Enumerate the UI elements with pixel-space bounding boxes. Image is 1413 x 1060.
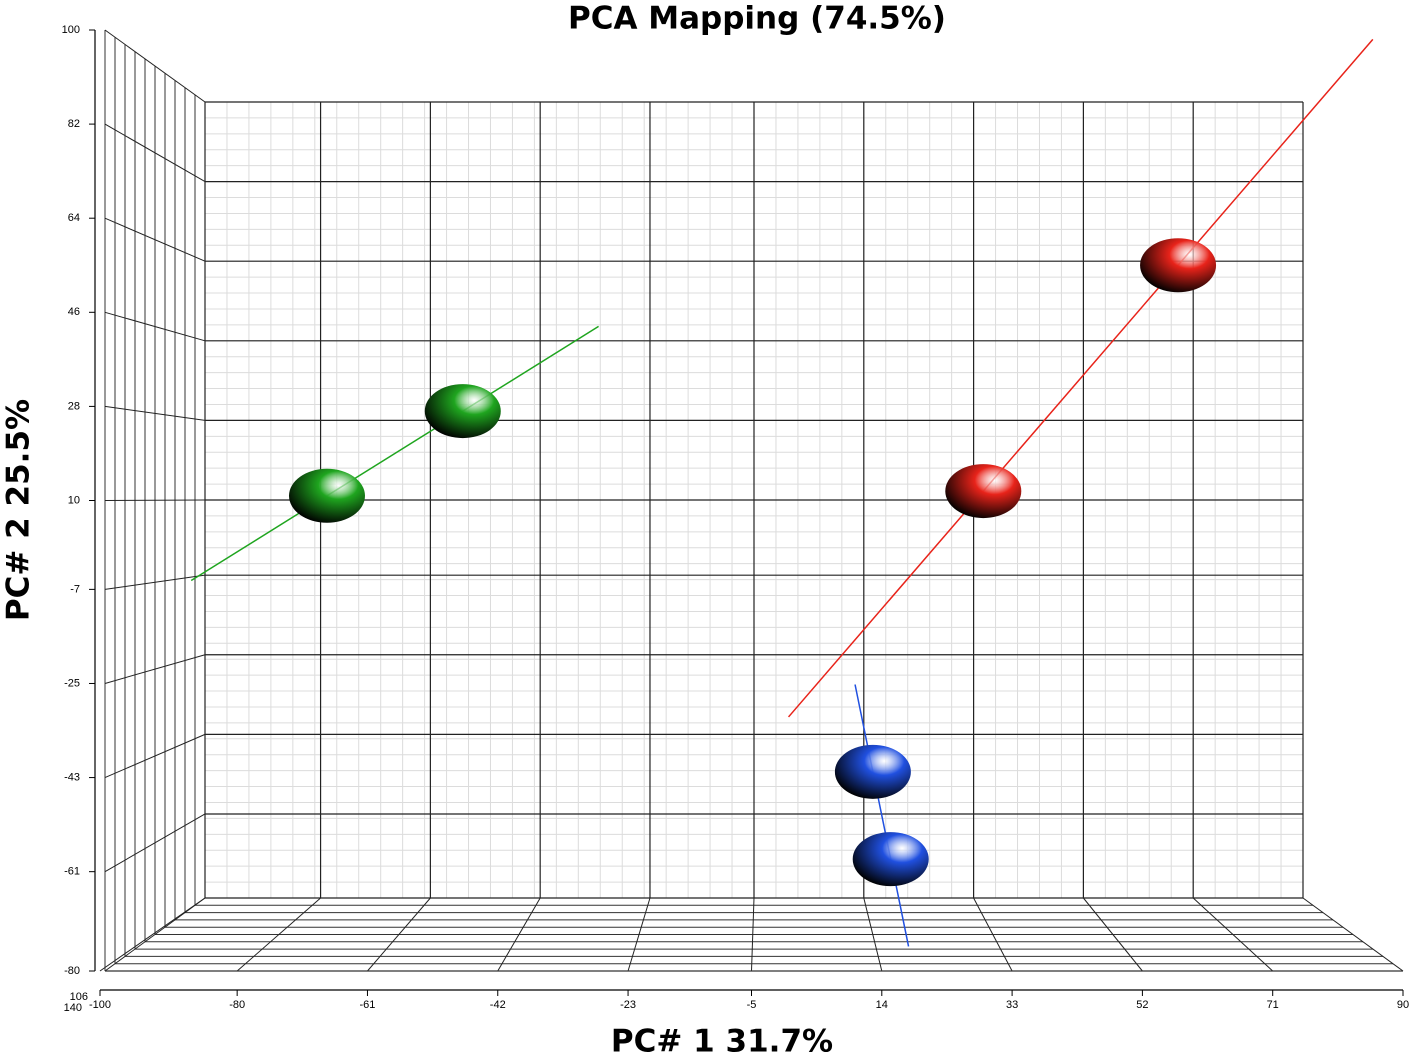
floor-grid-line bbox=[367, 897, 431, 972]
x-tick-label: 71 bbox=[1267, 999, 1279, 1011]
floor-grid-line bbox=[863, 897, 883, 972]
y-tick-label: 10 bbox=[68, 494, 80, 506]
point bbox=[424, 384, 501, 439]
x-tick-label: -100 bbox=[89, 999, 111, 1011]
chart-title: PCA Mapping (74.5%) bbox=[568, 1, 946, 37]
y-tick-label: -43 bbox=[64, 771, 80, 783]
y-tick-label: -61 bbox=[64, 866, 80, 878]
x-tick-label: -5 bbox=[747, 999, 757, 1011]
wall-grid-line bbox=[104, 654, 206, 684]
point bbox=[945, 464, 1022, 519]
y-tick-label: -25 bbox=[64, 677, 80, 689]
point bbox=[288, 468, 365, 523]
y-tick-label: 28 bbox=[68, 400, 80, 412]
y-axis-label: PC# 2 25.5% bbox=[1, 399, 37, 621]
grid bbox=[89, 29, 1404, 996]
y-tick-label: 100 bbox=[62, 24, 80, 36]
wall-grid-line bbox=[104, 733, 206, 779]
wall-grid-line bbox=[104, 311, 206, 342]
floor-grid-line bbox=[236, 897, 321, 972]
point bbox=[852, 832, 929, 887]
floor-grid-line bbox=[627, 897, 651, 972]
wall-grid-line bbox=[104, 499, 206, 501]
floor-grid-line bbox=[1302, 897, 1404, 972]
floor-grid-line bbox=[1083, 897, 1143, 972]
floor-grid-line bbox=[751, 897, 755, 972]
z-tick-label: 106 bbox=[70, 991, 88, 1003]
x-axis-label: PC# 1 31.7% bbox=[611, 1024, 833, 1060]
x-tick-label: -42 bbox=[490, 999, 506, 1011]
wall-grid-line bbox=[104, 405, 206, 421]
wall-grid-line bbox=[104, 29, 206, 103]
fit-line bbox=[854, 684, 910, 947]
wall-grid-line bbox=[104, 217, 206, 262]
x-tick-label: -80 bbox=[229, 999, 245, 1011]
x-tick-label: -23 bbox=[620, 999, 636, 1011]
fit-line bbox=[190, 325, 599, 582]
floor-grid-line bbox=[497, 897, 541, 972]
x-tick-label: 52 bbox=[1136, 999, 1148, 1011]
y-tick-label: -7 bbox=[70, 583, 80, 595]
y-tick-label: 46 bbox=[68, 306, 80, 318]
wall-grid-line bbox=[104, 813, 206, 873]
z-tick-label: 140 bbox=[64, 1002, 82, 1014]
point bbox=[1140, 238, 1217, 293]
x-tick-label: 33 bbox=[1006, 999, 1018, 1011]
fit-line bbox=[787, 38, 1374, 718]
y-tick-label: 82 bbox=[68, 118, 80, 130]
x-tick-label: 14 bbox=[876, 999, 888, 1011]
wall-grid-line bbox=[104, 574, 206, 590]
x-tick-label: -61 bbox=[360, 999, 376, 1011]
floor-grid-line bbox=[973, 897, 1013, 972]
wall-grid-line bbox=[104, 123, 206, 183]
floor-grid-line bbox=[1192, 897, 1274, 972]
y-tick-label: 64 bbox=[68, 212, 80, 224]
point bbox=[834, 744, 911, 799]
x-tick-label: 90 bbox=[1397, 999, 1409, 1011]
y-tick-label: -80 bbox=[64, 965, 80, 977]
wall-grid-line bbox=[104, 897, 206, 972]
